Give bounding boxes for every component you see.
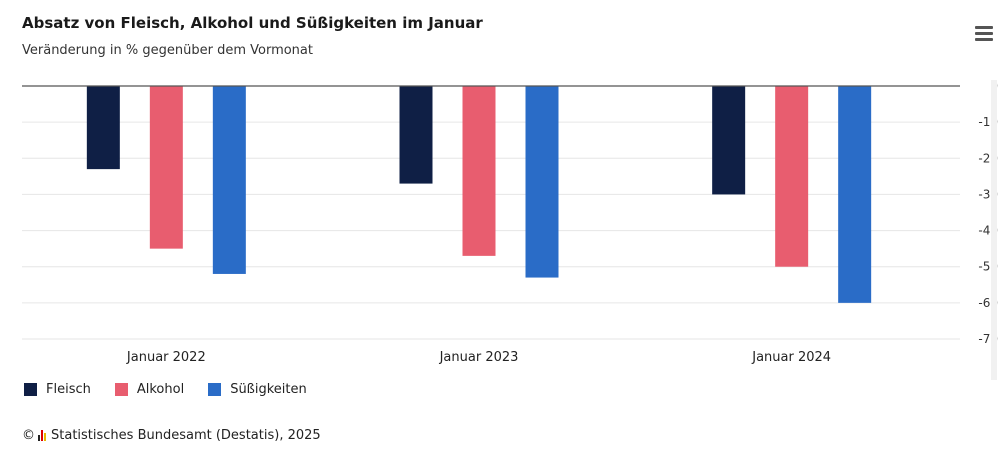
legend-item-alkohol[interactable]: Alkohol — [114, 382, 185, 397]
bar-alkohol — [775, 86, 809, 267]
bar-suessigkeiten — [525, 86, 559, 278]
hamburger-menu-icon[interactable] — [975, 26, 993, 42]
legend-label-suessigkeiten: Süßigkeiten — [230, 382, 307, 397]
x-tick-label: Januar 2024 — [751, 350, 831, 365]
scrollbar[interactable] — [991, 80, 997, 380]
source-credit: © Statistisches Bundesamt (Destatis), 20… — [22, 428, 321, 443]
legend-swatch-fleisch — [24, 383, 37, 396]
chart-title: Absatz von Fleisch, Alkohol und Süßigkei… — [22, 14, 483, 32]
legend-label-alkohol: Alkohol — [136, 382, 185, 397]
x-tick-label: Januar 2022 — [126, 350, 206, 365]
legend-swatch-suessigkeiten — [208, 383, 222, 396]
bar-fleisch — [399, 86, 433, 184]
bar-fleisch — [712, 86, 746, 195]
legend-item-suessigkeiten[interactable]: Süßigkeiten — [208, 382, 307, 397]
legend-label-fleisch: Fleisch — [46, 382, 91, 397]
bar-suessigkeiten — [838, 86, 872, 303]
bar-fleisch — [86, 86, 120, 170]
destatis-logo-icon — [38, 430, 47, 441]
source-text: Statistisches Bundesamt (Destatis), 2025 — [51, 428, 321, 443]
bar-alkohol — [149, 86, 183, 249]
x-tick-label: Januar 2023 — [439, 350, 519, 365]
copyright-symbol: © — [22, 428, 35, 443]
legend-swatch-alkohol — [114, 383, 128, 396]
legend: Fleisch Alkohol Süßigkeiten — [24, 382, 331, 397]
bar-alkohol — [462, 86, 496, 256]
bar-suessigkeiten — [212, 86, 246, 274]
chart-subtitle: Veränderung in % gegenüber dem Vormonat — [22, 43, 313, 58]
legend-item-fleisch[interactable]: Fleisch — [24, 382, 91, 397]
